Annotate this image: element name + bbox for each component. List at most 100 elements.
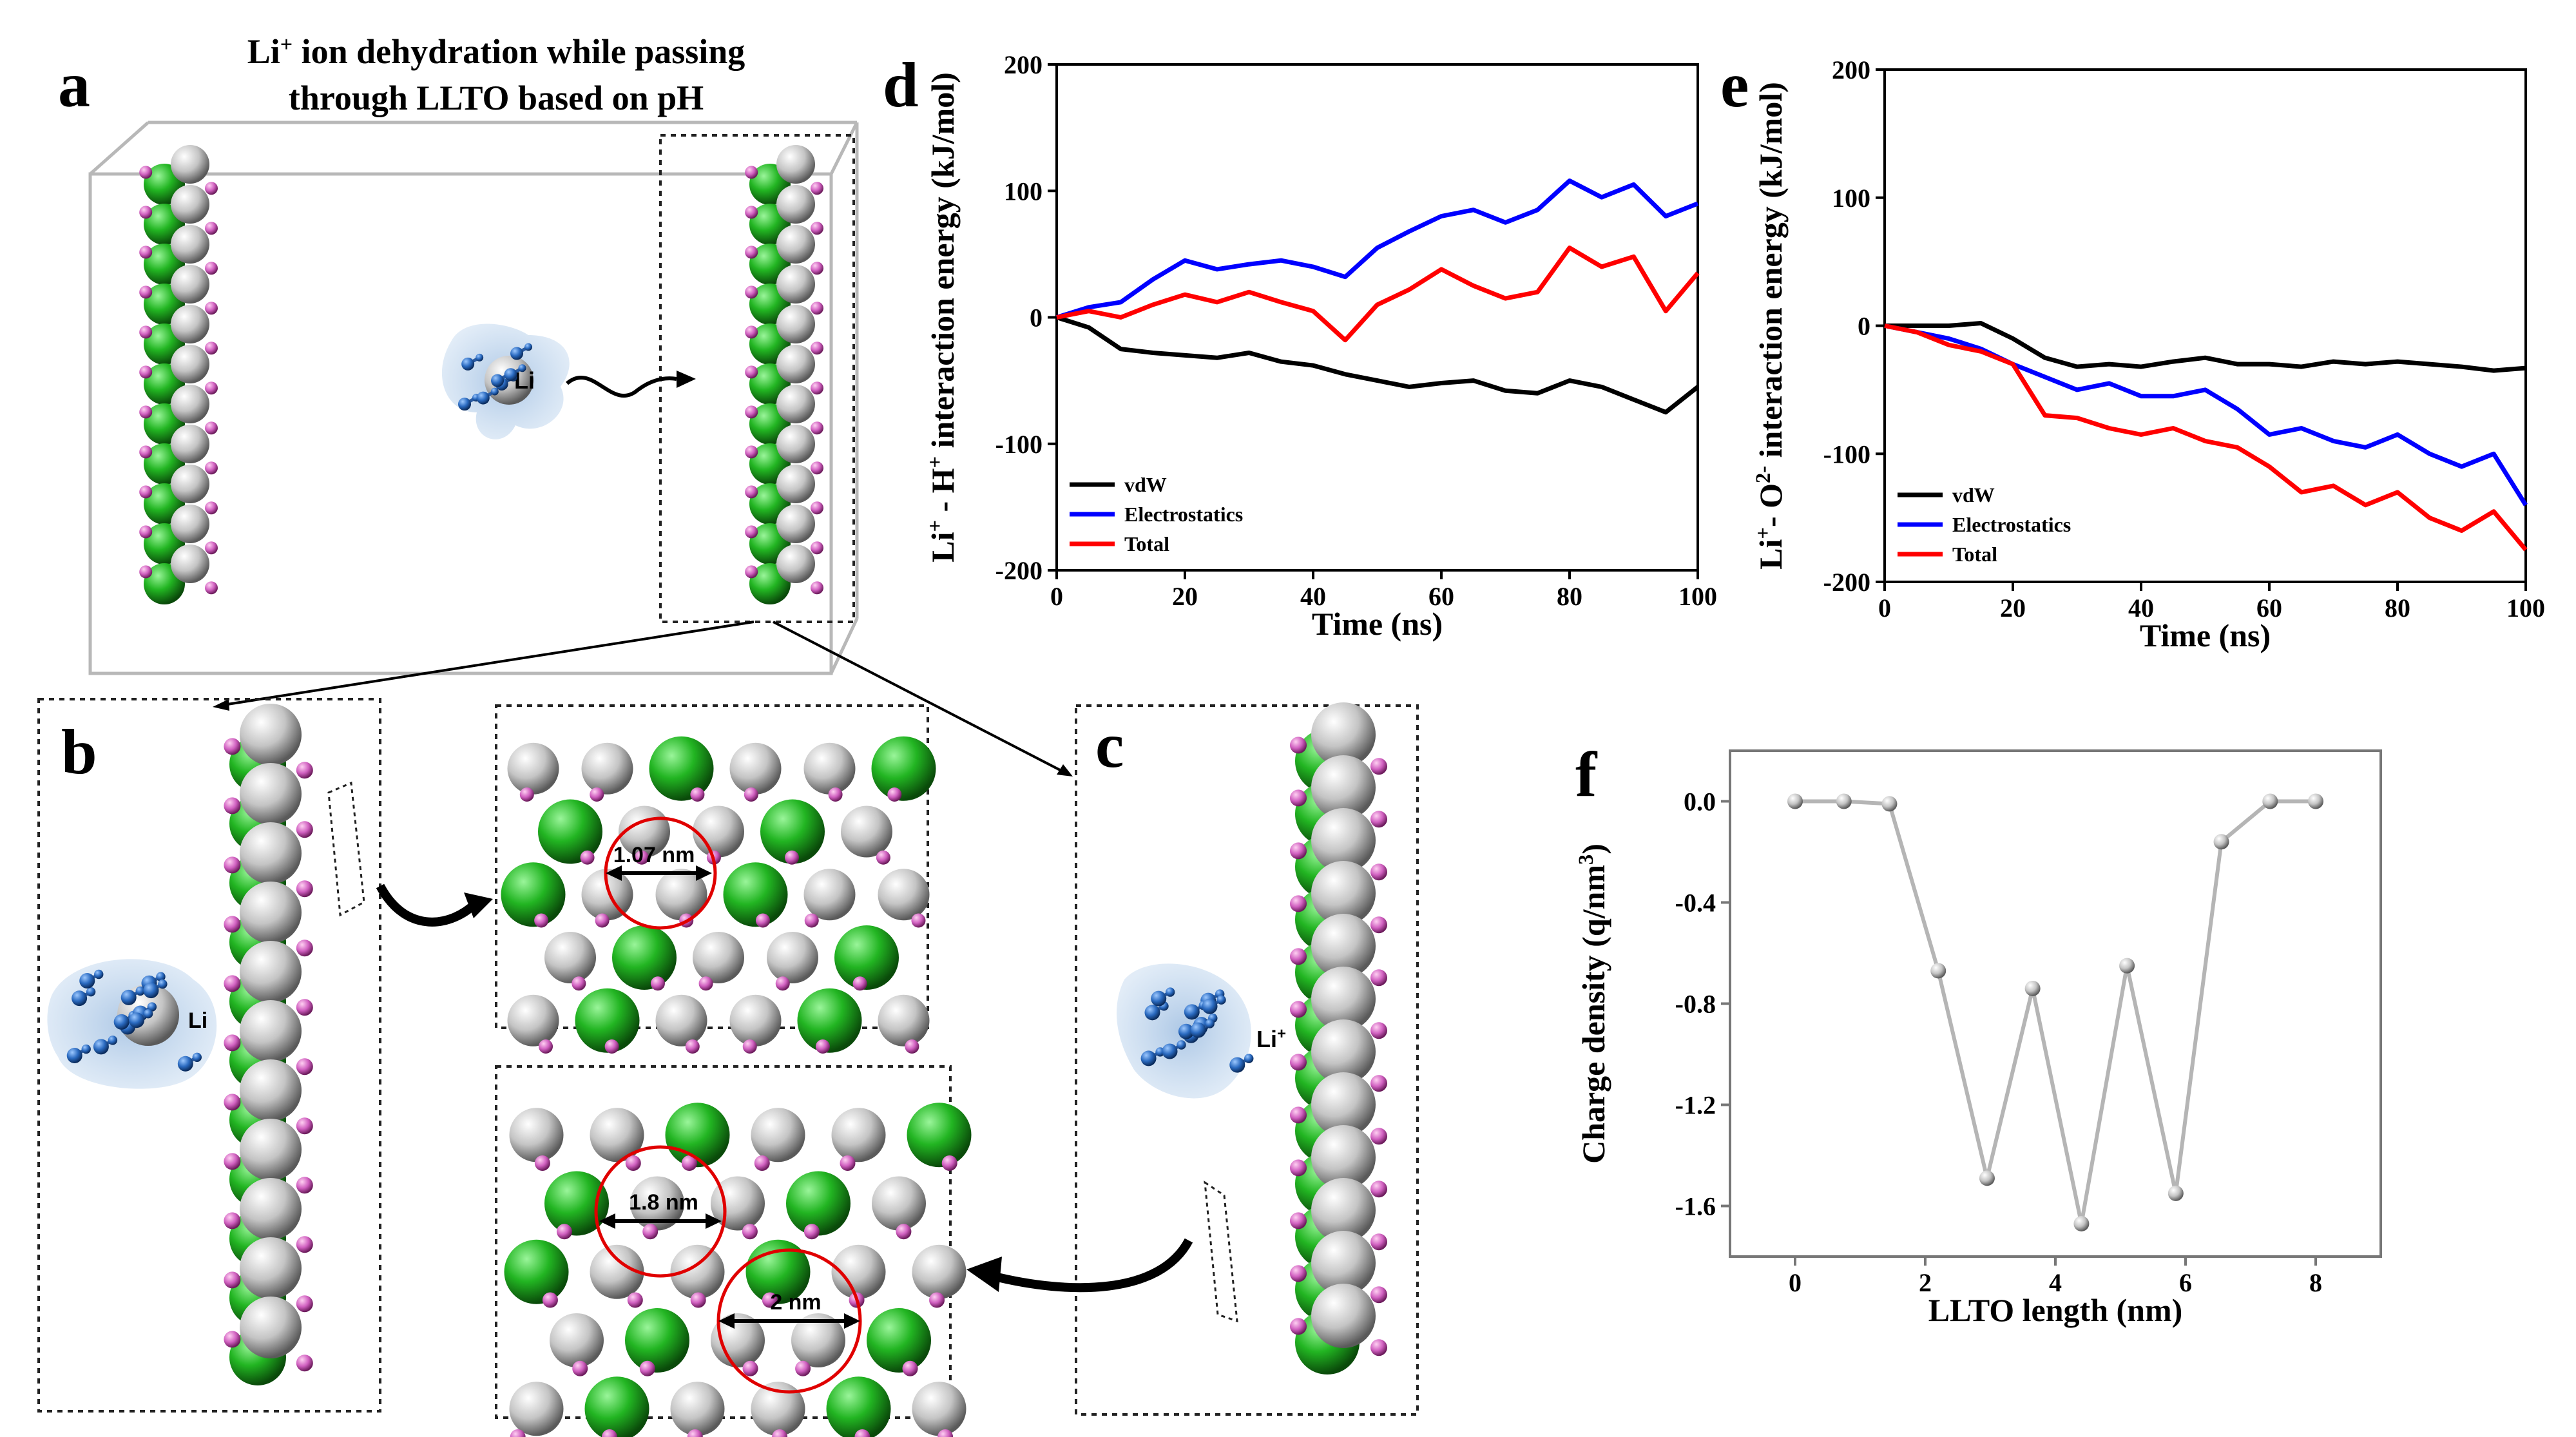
water-oxygen [93, 1039, 109, 1055]
legend-label: vdW [1952, 483, 1995, 506]
y-axis-title: Charge density (q/nm3) [1575, 844, 1611, 1164]
pink-atom [1290, 1265, 1307, 1282]
pink-atom [534, 1155, 550, 1171]
pink-atom [296, 762, 313, 779]
pink-atom [745, 206, 758, 219]
water-oxygen [66, 1048, 82, 1064]
gray-atom [767, 932, 818, 983]
x-tick-label: 6 [2179, 1268, 2192, 1297]
gray-atom [655, 994, 707, 1046]
data-point [2308, 793, 2323, 809]
green-atom [584, 1376, 649, 1437]
gray-atom [776, 305, 815, 343]
gray-atom [776, 265, 815, 304]
pink-atom [811, 501, 823, 515]
pink-atom [745, 365, 758, 379]
pink-atom [1370, 1339, 1387, 1356]
pink-atom [224, 975, 241, 992]
pink-atom [539, 1039, 553, 1054]
gray-atom [171, 185, 209, 224]
pink-atom [205, 581, 218, 595]
pink-atom [1290, 895, 1307, 912]
gray-atom [581, 742, 633, 795]
li-ion-label-c: Li+ [1256, 1025, 1286, 1053]
pink-atom [205, 421, 218, 435]
water-hydrogen [143, 1009, 153, 1019]
pink-atom [754, 1155, 770, 1171]
zoom-selection-c [1204, 1180, 1238, 1323]
y-tick-label: 200 [1004, 50, 1043, 79]
green-atom [867, 1308, 931, 1373]
data-point [2213, 834, 2229, 850]
water-oxygen [129, 1012, 145, 1028]
gray-atom [550, 1313, 604, 1367]
gray-atom [693, 932, 744, 983]
pink-atom [854, 1429, 870, 1437]
water-oxygen [1184, 1004, 1200, 1020]
pink-atom [1370, 1233, 1387, 1251]
hydrated-li-ion-c [1117, 963, 1254, 1099]
gray-atom [912, 1382, 966, 1436]
water-hydrogen [94, 969, 104, 979]
pink-atom [139, 365, 153, 379]
green-atom [504, 1239, 569, 1304]
pink-atom [840, 1155, 856, 1171]
green-atom [786, 1171, 851, 1236]
pink-atom [224, 1271, 241, 1289]
green-atom [649, 736, 714, 801]
pink-atom [937, 1429, 954, 1437]
pink-atom [205, 501, 218, 515]
gray-atom [776, 545, 815, 583]
pink-atom [745, 525, 758, 539]
pink-atom [745, 325, 758, 339]
pink-atom [139, 325, 153, 339]
green-atom [760, 799, 825, 864]
zoom-arrow-b [376, 883, 480, 927]
pink-atom [205, 182, 218, 195]
pink-atom [625, 1155, 641, 1171]
pink-atom [811, 421, 823, 435]
gray-atom [240, 763, 302, 825]
gray-atom [240, 1119, 302, 1181]
gray-atom [1311, 808, 1376, 873]
pink-atom [811, 262, 823, 275]
water-oxygen [72, 990, 88, 1007]
x-tick-label: 100 [1678, 582, 1717, 611]
legend-label: Electrostatics [1952, 513, 2071, 536]
pink-atom [1370, 1022, 1387, 1039]
pink-atom [224, 916, 241, 933]
green-atom [625, 1308, 689, 1373]
pink-atom [681, 1155, 697, 1171]
gray-atom [711, 1313, 765, 1367]
water-oxygen [510, 347, 524, 360]
x-tick-label: 60 [2256, 593, 2282, 622]
y-axis-title: Li+- O2- interaction energy (kJ/mol) [1752, 82, 1789, 570]
pink-atom [534, 913, 549, 928]
pink-atom [139, 445, 153, 459]
pink-atom [205, 302, 218, 315]
pink-atom [510, 1429, 526, 1437]
pink-atom [742, 1039, 757, 1054]
gray-atom [655, 869, 707, 921]
water-hydrogen [156, 972, 166, 981]
pink-atom [542, 1292, 558, 1308]
panel-a-title-line1: Li+ ion dehydration while passing [247, 32, 745, 71]
pink-atom [139, 405, 153, 419]
pink-atom [887, 787, 902, 802]
gray-atom [878, 869, 930, 921]
x-tick-label: 100 [2506, 593, 2545, 622]
simulation-box [88, 121, 859, 675]
pink-atom [698, 976, 713, 991]
pink-atom [296, 1236, 313, 1253]
x-axis-title: Time (ns) [1312, 606, 1443, 642]
gray-atom [803, 869, 856, 921]
pink-atom [224, 1153, 241, 1170]
gray-atom [509, 1108, 564, 1162]
legend-label: vdW [1124, 473, 1167, 496]
pink-atom [804, 913, 819, 928]
data-point [2119, 958, 2135, 974]
gray-atom [776, 385, 815, 423]
pink-atom [744, 787, 758, 802]
gray-atom [171, 425, 209, 463]
